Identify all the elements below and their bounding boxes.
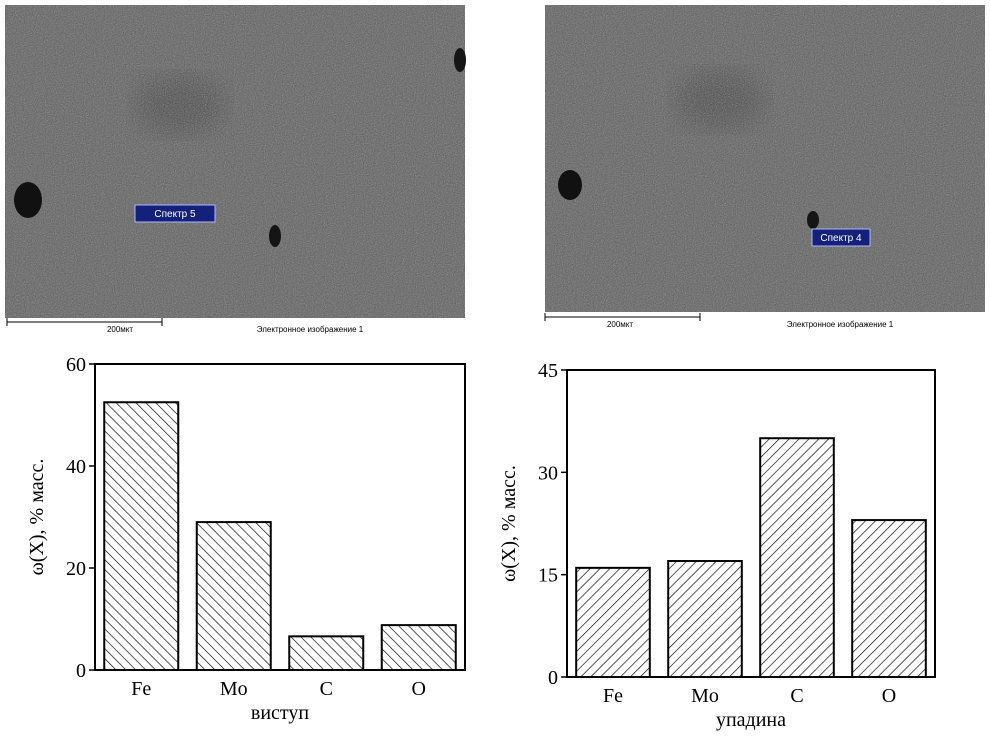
y-tick-label: 0 bbox=[548, 667, 558, 689]
scale-label: 200мкт bbox=[107, 325, 133, 334]
x-tick-label: O bbox=[412, 678, 426, 700]
bar bbox=[380, 624, 457, 671]
spectrum-label: Спектр 5 bbox=[154, 209, 196, 220]
y-tick-label: 0 bbox=[76, 660, 86, 682]
x-tick-label: Mo bbox=[220, 678, 248, 700]
image-caption: Электронное изображение 1 bbox=[257, 325, 364, 334]
plot-frame bbox=[566, 369, 936, 678]
bar bbox=[575, 566, 651, 678]
y-axis-label: ω(X), % масс. bbox=[26, 459, 48, 576]
x-tick-label: Fe bbox=[131, 678, 151, 700]
x-tick-label: O bbox=[882, 685, 896, 707]
y-tick-label: 15 bbox=[538, 565, 558, 587]
bar bbox=[851, 519, 927, 678]
x-tick-label: Fe bbox=[603, 685, 623, 707]
sem-image-2: Спектр 4 200мкт Электронное изображение … bbox=[544, 5, 985, 329]
y-tick-label: 20 bbox=[66, 558, 86, 580]
bar bbox=[195, 521, 272, 671]
plot-frame bbox=[94, 363, 466, 671]
bar bbox=[288, 635, 365, 672]
scale-label: 200мкт bbox=[607, 320, 633, 329]
x-tick-label: Mo bbox=[691, 685, 719, 707]
bar bbox=[759, 437, 835, 678]
spectrum-label: Спектр 4 bbox=[820, 233, 862, 244]
bar bbox=[667, 560, 743, 678]
sem-image-1: Спектр 5 200мкт Электронное изображение … bbox=[5, 5, 466, 334]
bar bbox=[103, 401, 180, 671]
y-axis-label: ω(X), % масс. bbox=[498, 465, 520, 582]
x-tick-label: C bbox=[320, 678, 333, 700]
image-caption: Электронное изображение 1 bbox=[787, 320, 894, 329]
x-tick-label: C bbox=[790, 685, 803, 707]
charts: Fe Mo C O 0 20 40 60 виступ ω(X), % масс. Fe Mo C O 0 1… bbox=[26, 354, 936, 731]
y-tick-label: 40 bbox=[66, 456, 86, 478]
y-tick-label: 60 bbox=[66, 354, 86, 376]
x-axis-label: виступ bbox=[251, 702, 310, 724]
x-axis-label: упадина bbox=[716, 709, 786, 731]
y-tick-label: 45 bbox=[538, 360, 558, 382]
y-tick-label: 30 bbox=[538, 462, 558, 484]
